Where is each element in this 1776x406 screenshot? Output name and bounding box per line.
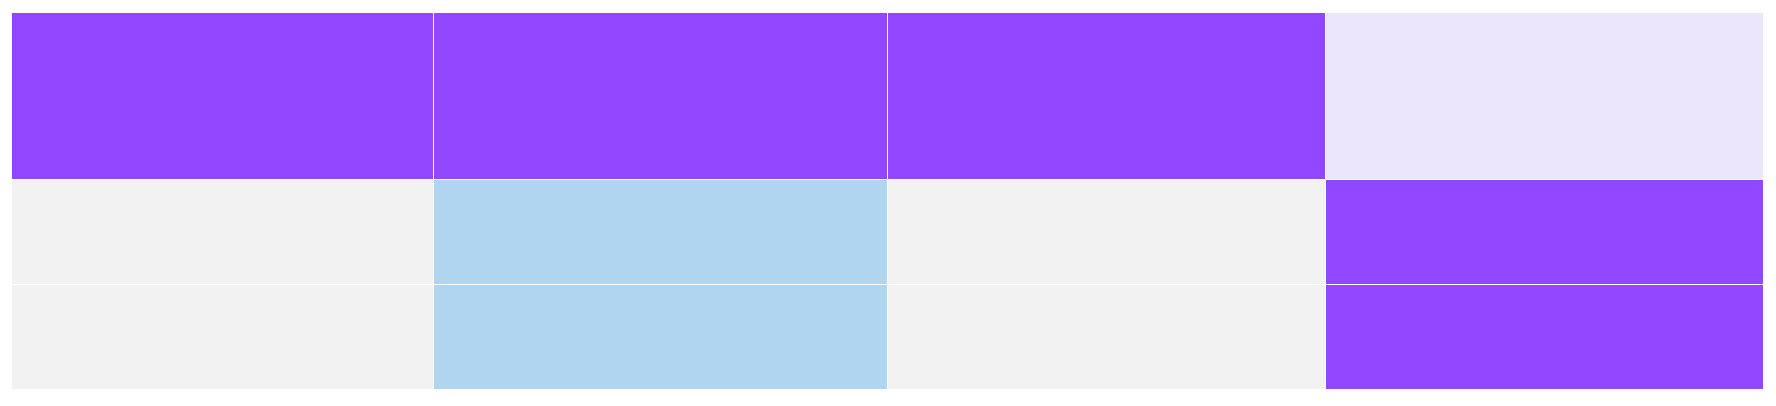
grid-cell-r1-c1 — [12, 13, 433, 179]
grid-cell-r1-c4 — [1326, 13, 1763, 179]
grid-cell-r1-c3 — [888, 13, 1325, 179]
grid-cell-r3-c2 — [434, 285, 887, 389]
grid-cell-r2-c1 — [12, 180, 433, 284]
grid-cell-r3-c3 — [888, 285, 1325, 389]
grid-cell-r3-c4 — [1326, 285, 1763, 389]
grid-cell-r2-c2 — [434, 180, 887, 284]
grid-cell-r2-c4 — [1326, 180, 1763, 284]
grid-cell-r1-c2 — [434, 13, 887, 179]
grid-cell-r3-c1 — [12, 285, 433, 389]
color-block-grid — [12, 13, 1764, 389]
grid-cell-r2-c3 — [888, 180, 1325, 284]
